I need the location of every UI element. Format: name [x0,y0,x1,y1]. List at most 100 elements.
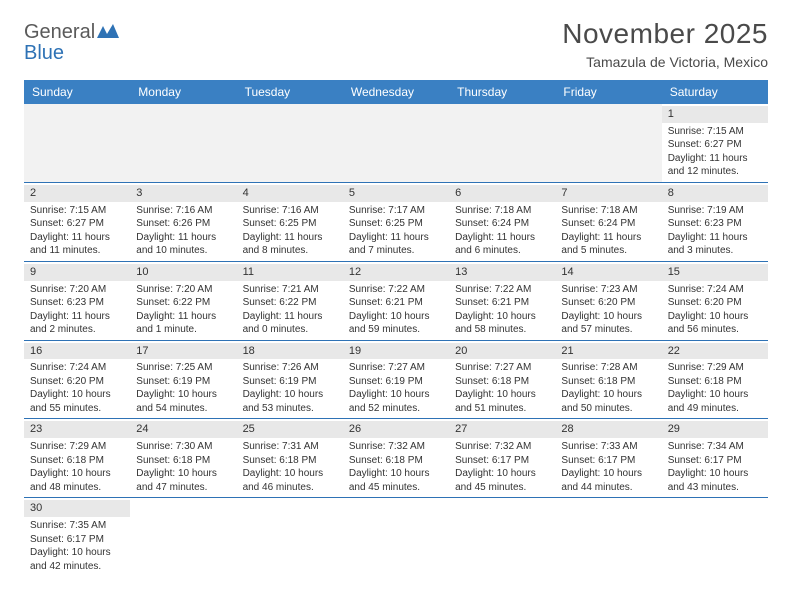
sunrise-line: Sunrise: 7:32 AM [349,440,443,454]
daylight-line: and 8 minutes. [243,244,337,258]
day-number: 26 [343,421,449,438]
daylight-line: Daylight: 10 hours [668,310,762,324]
daylight-line: Daylight: 10 hours [30,388,124,402]
sunrise-line: Sunrise: 7:35 AM [30,519,124,533]
daylight-line: Daylight: 10 hours [349,388,443,402]
calendar-page: General Blue November 2025 Tamazula de V… [0,0,792,588]
title-block: November 2025 Tamazula de Victoria, Mexi… [562,18,768,70]
sunset-line: Sunset: 6:17 PM [561,454,655,468]
daylight-line: and 52 minutes. [349,402,443,416]
weekday-header: Sunday [24,80,130,104]
sunset-line: Sunset: 6:26 PM [136,217,230,231]
calendar-cell-empty [449,498,555,576]
daylight-line: and 12 minutes. [668,165,762,179]
calendar-cell-empty [662,498,768,576]
weekday-header: Monday [130,80,236,104]
daylight-line: and 45 minutes. [349,481,443,495]
sunrise-line: Sunrise: 7:15 AM [30,204,124,218]
day-number: 18 [237,343,343,360]
daylight-line: and 59 minutes. [349,323,443,337]
daylight-line: Daylight: 11 hours [30,310,124,324]
sunset-line: Sunset: 6:17 PM [668,454,762,468]
daylight-line: and 10 minutes. [136,244,230,258]
daylight-line: and 48 minutes. [30,481,124,495]
daylight-line: Daylight: 10 hours [561,310,655,324]
sunset-line: Sunset: 6:18 PM [30,454,124,468]
daylight-line: and 56 minutes. [668,323,762,337]
sunrise-line: Sunrise: 7:27 AM [349,361,443,375]
daylight-line: and 0 minutes. [243,323,337,337]
daylight-line: and 55 minutes. [30,402,124,416]
calendar-cell: 16Sunrise: 7:24 AMSunset: 6:20 PMDayligh… [24,340,130,419]
calendar-cell: 3Sunrise: 7:16 AMSunset: 6:26 PMDaylight… [130,182,236,261]
header: General Blue November 2025 Tamazula de V… [24,18,768,70]
daylight-line: and 51 minutes. [455,402,549,416]
day-number: 29 [662,421,768,438]
sunrise-line: Sunrise: 7:31 AM [243,440,337,454]
daylight-line: and 44 minutes. [561,481,655,495]
calendar-cell: 1Sunrise: 7:15 AMSunset: 6:27 PMDaylight… [662,104,768,182]
flag-icon [97,24,119,38]
day-number: 4 [237,185,343,202]
sunset-line: Sunset: 6:23 PM [30,296,124,310]
calendar-cell: 13Sunrise: 7:22 AMSunset: 6:21 PMDayligh… [449,261,555,340]
sunset-line: Sunset: 6:18 PM [349,454,443,468]
day-number: 22 [662,343,768,360]
daylight-line: and 54 minutes. [136,402,230,416]
logo-word-1: General [24,21,95,43]
day-number: 5 [343,185,449,202]
sunset-line: Sunset: 6:19 PM [136,375,230,389]
day-number: 2 [24,185,130,202]
day-number: 28 [555,421,661,438]
calendar-cell: 14Sunrise: 7:23 AMSunset: 6:20 PMDayligh… [555,261,661,340]
sunset-line: Sunset: 6:27 PM [668,138,762,152]
sunrise-line: Sunrise: 7:16 AM [136,204,230,218]
sunset-line: Sunset: 6:17 PM [455,454,549,468]
daylight-line: Daylight: 11 hours [30,231,124,245]
calendar-cell: 25Sunrise: 7:31 AMSunset: 6:18 PMDayligh… [237,419,343,498]
calendar-cell: 21Sunrise: 7:28 AMSunset: 6:18 PMDayligh… [555,340,661,419]
sunrise-line: Sunrise: 7:23 AM [561,283,655,297]
daylight-line: and 42 minutes. [30,560,124,574]
sunrise-line: Sunrise: 7:19 AM [668,204,762,218]
calendar-cell: 15Sunrise: 7:24 AMSunset: 6:20 PMDayligh… [662,261,768,340]
day-number: 11 [237,264,343,281]
day-number: 3 [130,185,236,202]
sunset-line: Sunset: 6:24 PM [455,217,549,231]
day-number: 19 [343,343,449,360]
calendar-table: SundayMondayTuesdayWednesdayThursdayFrid… [24,80,768,576]
calendar-cell: 30Sunrise: 7:35 AMSunset: 6:17 PMDayligh… [24,498,130,576]
calendar-cell: 10Sunrise: 7:20 AMSunset: 6:22 PMDayligh… [130,261,236,340]
sunrise-line: Sunrise: 7:28 AM [561,361,655,375]
sunrise-line: Sunrise: 7:24 AM [668,283,762,297]
daylight-line: Daylight: 10 hours [349,467,443,481]
weekday-header: Friday [555,80,661,104]
daylight-line: Daylight: 10 hours [136,467,230,481]
calendar-cell-empty [130,104,236,182]
calendar-cell: 26 Sunrise: 7:32 AMSunset: 6:18 PMDayligh… [343,419,449,498]
sunrise-line: Sunrise: 7:22 AM [349,283,443,297]
day-number: 16 [24,343,130,360]
daylight-line: Daylight: 11 hours [136,310,230,324]
sunset-line: Sunset: 6:23 PM [668,217,762,231]
sunrise-line: Sunrise: 7:32 AM [455,440,549,454]
daylight-line: Daylight: 11 hours [455,231,549,245]
sunset-line: Sunset: 6:19 PM [243,375,337,389]
calendar-header-row: SundayMondayTuesdayWednesdayThursdayFrid… [24,80,768,104]
calendar-row: 1Sunrise: 7:15 AMSunset: 6:27 PMDaylight… [24,104,768,182]
sunrise-line: Sunrise: 7:20 AM [136,283,230,297]
day-number: 10 [130,264,236,281]
sunrise-line: Sunrise: 7:24 AM [30,361,124,375]
sunset-line: Sunset: 6:20 PM [668,296,762,310]
sunset-line: Sunset: 6:21 PM [349,296,443,310]
sunset-line: Sunset: 6:24 PM [561,217,655,231]
weekday-header: Saturday [662,80,768,104]
day-number: 21 [555,343,661,360]
daylight-line: Daylight: 10 hours [561,388,655,402]
sunrise-line: Sunrise: 7:20 AM [30,283,124,297]
calendar-cell: 29Sunrise: 7:34 AMSunset: 6:17 PMDayligh… [662,419,768,498]
day-number: 30 [24,500,130,517]
sunrise-line: Sunrise: 7:33 AM [561,440,655,454]
sunrise-line: Sunrise: 7:27 AM [455,361,549,375]
daylight-line: and 53 minutes. [243,402,337,416]
